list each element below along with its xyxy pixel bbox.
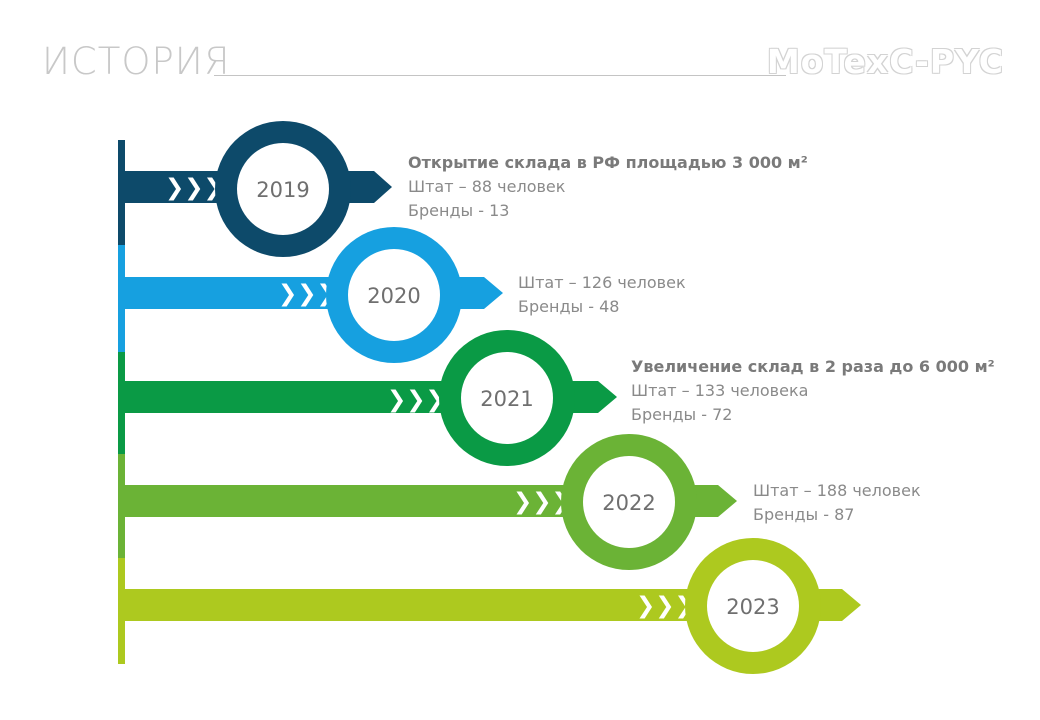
milestone-info-2021: Увеличение склад в 2 раза до 6 000 м² Шт… [631, 355, 995, 427]
milestone-brands-2022: Бренды - 87 [753, 505, 855, 524]
title-rule [214, 75, 786, 76]
year-label-2022: 2022 [602, 491, 655, 515]
company-logo: MoTexC-PYC [766, 42, 1004, 81]
milestone-staff-2021: Штат – 133 человека [631, 381, 809, 400]
spine-segment-2021 [118, 352, 125, 454]
milestone-brands-2020: Бренды - 48 [518, 297, 620, 316]
chevrons-icon-2023: ❯❯❯ [636, 593, 694, 619]
milestone-brands-2021: Бренды - 72 [631, 405, 733, 424]
milestone-arrow-2020: ❯❯❯ 2020 [122, 227, 503, 363]
milestone-headline-2021: Увеличение склад в 2 раза до 6 000 м² [631, 357, 995, 376]
year-disc-2019 [237, 143, 329, 235]
milestone-info-2020: Штат – 126 человек Бренды - 48 [518, 271, 686, 319]
chevrons-icon-2021: ❯❯❯ [387, 387, 445, 413]
year-label-2019: 2019 [256, 178, 309, 202]
spine-segment-2020 [118, 245, 125, 352]
milestone-arrow-2022: ❯❯❯ 2022 [122, 434, 737, 570]
year-disc-2022 [583, 456, 675, 548]
year-label-2020: 2020 [367, 284, 420, 308]
arrow-band-2023 [122, 589, 861, 621]
milestone-staff-2022: Штат – 188 человек [753, 481, 921, 500]
year-label-2021: 2021 [480, 387, 533, 411]
page-title: ИСТОРИЯ [42, 40, 231, 83]
milestone-brands-2019: Бренды - 13 [408, 201, 510, 220]
milestone-staff-2019: Штат – 88 человек [408, 177, 566, 196]
milestone-staff-2020: Штат – 126 человек [518, 273, 686, 292]
spine-segment-2023 [118, 558, 125, 664]
year-disc-2023 [707, 560, 799, 652]
spine-segment-2019 [118, 140, 125, 245]
milestone-info-2019: Открытие склада в РФ площадью 3 000 м² Ш… [408, 151, 808, 223]
spine-segment-2022 [118, 454, 125, 558]
milestone-info-2022: Штат – 188 человек Бренды - 87 [753, 479, 921, 527]
milestone-arrow-2019: ❯❯❯ 2019 [122, 121, 392, 257]
milestone-headline-2019: Открытие склада в РФ площадью 3 000 м² [408, 153, 808, 172]
chevrons-icon-2019: ❯❯❯ [165, 175, 223, 201]
milestone-arrow-2023: ❯❯❯ 2023 [122, 538, 861, 674]
year-disc-2021 [461, 352, 553, 444]
year-label-2023: 2023 [726, 595, 779, 619]
year-disc-2020 [348, 249, 440, 341]
header: ИСТОРИЯ MoTexC-PYC [0, 0, 1040, 100]
milestone-arrow-2021: ❯❯❯ 2021 [122, 330, 617, 466]
